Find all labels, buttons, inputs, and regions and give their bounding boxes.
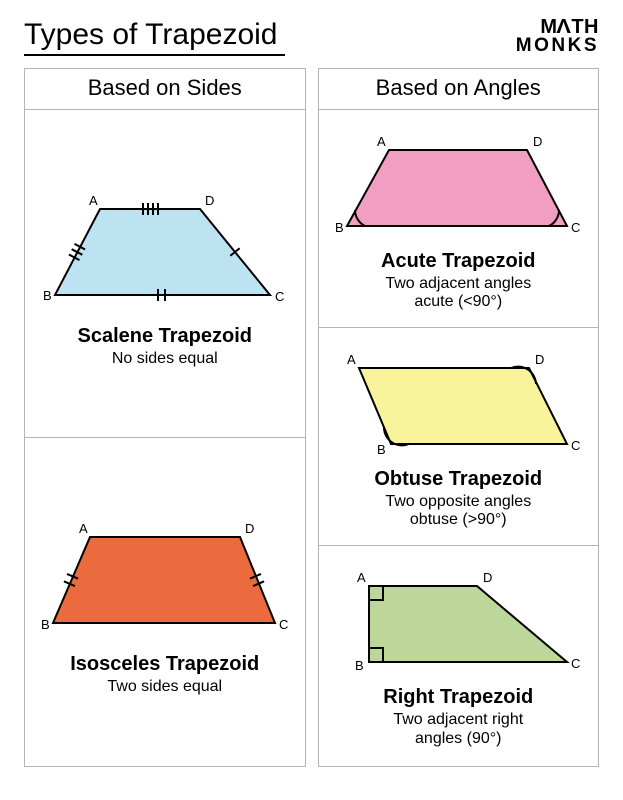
cell-right: A B C D Right Trapezoid Two adjacent rig… — [319, 546, 599, 764]
label-b: B — [43, 288, 52, 303]
columns-container: Based on Sides — [24, 68, 599, 767]
acute-svg: A B C D — [329, 124, 587, 242]
cell-isosceles: A B C D Isosceles Trapezoid Two sides eq… — [25, 438, 305, 766]
acute-name: Acute Trapezoid — [381, 250, 535, 273]
acute-shape — [347, 150, 567, 226]
ac-label-b: B — [335, 220, 344, 235]
ob-label-a: A — [347, 352, 356, 367]
obtuse-name: Obtuse Trapezoid — [374, 468, 542, 491]
iso-label-a: A — [79, 521, 88, 536]
label-d: D — [205, 193, 214, 208]
cell-acute: A B C D Acute Trapezoid Two adjacent ang… — [319, 110, 599, 328]
isosceles-desc: Two sides equal — [107, 678, 222, 696]
scalene-svg: A B C D — [35, 177, 295, 317]
scalene-desc: No sides equal — [112, 350, 218, 368]
brand-line2: MONKS — [516, 37, 599, 55]
isosceles-svg: A B C D — [35, 505, 295, 645]
right-name: Right Trapezoid — [383, 686, 533, 709]
ob-label-b: B — [377, 442, 386, 457]
iso-label-c: C — [279, 617, 288, 632]
ac-label-d: D — [533, 134, 542, 149]
iso-label-b: B — [41, 617, 50, 632]
ob-label-c: C — [571, 438, 580, 453]
column-angles-header: Based on Angles — [319, 69, 599, 110]
obtuse-desc: Two opposite anglesobtuse (>90°) — [385, 493, 531, 530]
acute-desc: Two adjacent anglesacute (<90°) — [385, 275, 531, 312]
isosceles-name: Isosceles Trapezoid — [70, 653, 259, 676]
cell-obtuse: A B C D Obtuse Trapezoid Two opposite an… — [319, 328, 599, 546]
column-sides-header: Based on Sides — [25, 69, 305, 110]
rt-label-a: A — [357, 570, 366, 585]
label-c: C — [275, 289, 284, 304]
page-title: Types of Trapezoid — [24, 18, 285, 56]
scalene-shape — [55, 209, 270, 295]
rt-label-d: D — [483, 570, 492, 585]
ob-label-d: D — [535, 352, 544, 367]
scalene-name: Scalene Trapezoid — [77, 325, 252, 348]
ac-label-c: C — [571, 220, 580, 235]
label-a: A — [89, 193, 98, 208]
isosceles-shape — [53, 537, 275, 623]
obtuse-svg: A B C D — [329, 342, 587, 460]
right-desc: Two adjacent rightangles (90°) — [393, 711, 523, 748]
rt-label-b: B — [355, 658, 364, 673]
ac-label-a: A — [377, 134, 386, 149]
brand-logo: MΛTH MONKS — [516, 18, 599, 55]
column-angles: Based on Angles A B C D Acute Trapezoid … — [318, 68, 600, 767]
iso-label-d: D — [245, 521, 254, 536]
right-svg: A B C D — [329, 560, 587, 678]
rt-label-c: C — [571, 656, 580, 671]
cell-scalene: A B C D Scalene Trapezoid No sides equal — [25, 110, 305, 438]
right-shape — [369, 586, 567, 662]
column-sides: Based on Sides — [24, 68, 306, 767]
